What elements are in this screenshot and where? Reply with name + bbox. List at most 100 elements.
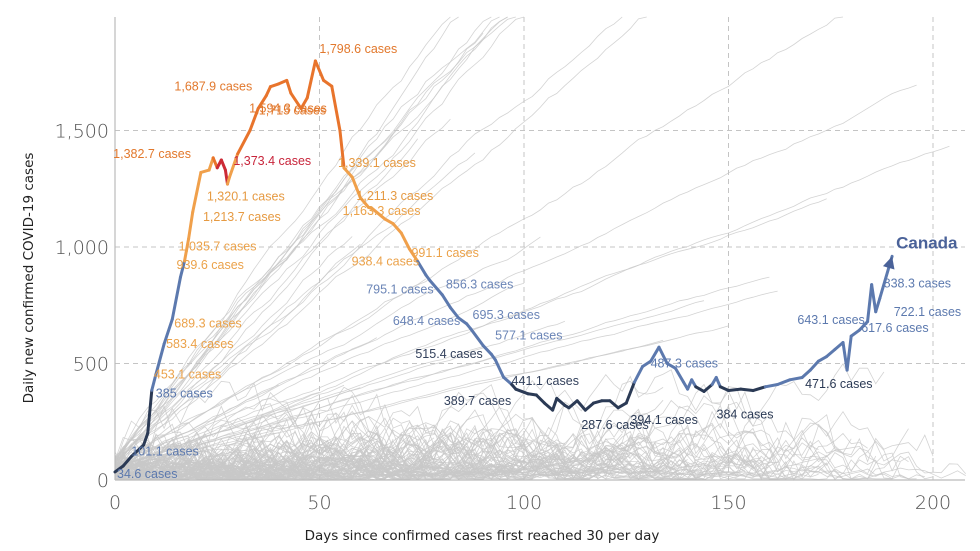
canada-line-segment [121, 454, 133, 468]
data-annotation: 487.3 cases [651, 356, 718, 370]
canada-line-segment [514, 387, 530, 396]
background-country-line [114, 466, 369, 481]
background-country-line [114, 16, 492, 458]
gridlines [115, 17, 965, 480]
annotations: 34.6 cases 101.1 cases 385 cases 453.1 case… [113, 42, 961, 481]
canada-line-segment [457, 316, 469, 326]
canada-line-segment [342, 166, 354, 179]
background-country-line [114, 276, 770, 471]
canada-line-segment [555, 396, 567, 407]
background-country-line [114, 337, 378, 468]
canada-line-segment [113, 464, 125, 474]
canada-line-segment [313, 59, 326, 82]
data-annotation: 515.4 cases [415, 347, 482, 361]
canada-line-segment [542, 401, 555, 412]
canada-line-segment [248, 107, 260, 132]
background-country-line [114, 432, 868, 480]
x-tick-label: 50 [307, 492, 331, 514]
data-annotation: 939.6 cases [177, 258, 244, 272]
canada-line-segment [154, 342, 166, 376]
canada-line-segment [162, 317, 174, 346]
canada-line-segment [739, 387, 755, 393]
x-tick-label: 100 [506, 492, 542, 514]
canada-line-segment [833, 341, 845, 352]
canada-line-segment [236, 129, 252, 156]
canada-line-segment [416, 259, 428, 277]
canada-line-segment [350, 175, 362, 200]
background-country-line [114, 320, 566, 472]
background-country-line [114, 442, 533, 481]
canada-line-segment [870, 283, 878, 314]
canada-line-segment [228, 152, 240, 179]
canada-arrowhead [882, 256, 895, 270]
canada-line-segment [641, 359, 653, 368]
canada-line-segment [608, 399, 620, 410]
canada-line-segment [751, 385, 767, 393]
canada-line-segment [191, 170, 203, 214]
canada-line-segment [808, 359, 820, 372]
data-annotation: 441.1 cases [512, 374, 579, 388]
canada-line-segment [142, 431, 150, 447]
canada-line-segment [857, 320, 870, 332]
background-country-line [114, 386, 909, 481]
canada-line-segment [285, 78, 293, 95]
background-country-line [114, 384, 345, 469]
background-country-line [114, 278, 427, 468]
canada-line-segment [256, 94, 268, 111]
canada-line-segment [178, 259, 187, 279]
data-annotation: 471.6 cases [805, 377, 872, 391]
canada-line-segment [289, 91, 303, 111]
data-annotation: 856.3 cases [446, 277, 513, 291]
canada-line-segment [170, 275, 182, 321]
canada-line-segment [440, 293, 452, 310]
background-country-line [114, 198, 827, 469]
data-annotation: 1,163.3 cases [343, 204, 421, 218]
y-tick-label: 0 [97, 470, 109, 492]
data-annotation: 394.1 cases [630, 413, 697, 427]
canada-line-segment [665, 362, 677, 370]
canada-line-segment [788, 375, 804, 382]
data-annotation: 577.1 cases [495, 329, 562, 343]
data-annotation: 1,035.7 cases [179, 240, 257, 254]
background-country-line [114, 427, 647, 480]
canada-line-segment [428, 278, 444, 297]
canada-line-segment [763, 382, 780, 389]
background-country-line [114, 290, 778, 467]
data-annotation: 695.3 cases [473, 308, 540, 322]
canada-line-segment [849, 328, 861, 338]
canada-line-segment [305, 59, 317, 100]
data-annotation: 385 cases [156, 386, 213, 400]
data-annotation: 583.4 cases [166, 337, 233, 351]
canada-line-segment [874, 296, 882, 314]
canada-line-segment [338, 129, 346, 170]
canada-line-segment [407, 247, 420, 263]
background-country-line [114, 423, 909, 481]
background-country-line [114, 138, 419, 465]
canada-line-segment [469, 327, 485, 348]
canada-line-segment [534, 393, 546, 405]
x-tick-label: 150 [710, 492, 746, 514]
background-country-line [114, 470, 574, 479]
background-country-line [114, 16, 508, 466]
canada-line-segment [551, 396, 559, 412]
background-country-lines [114, 16, 967, 482]
background-country-line [114, 16, 451, 462]
x-tick-label: 200 [915, 492, 951, 514]
data-annotation: 389.7 cases [444, 394, 511, 408]
canada-line-segment [866, 283, 874, 324]
background-country-line [114, 384, 770, 480]
canada-line-segment [583, 401, 596, 412]
background-country-line [114, 32, 484, 460]
canada-line-segment [322, 78, 334, 88]
canada-line-segment [800, 368, 812, 379]
data-annotation: 1,213.7 cases [203, 210, 281, 224]
data-annotation: 617.6 cases [861, 321, 928, 335]
canada-line-segment [299, 96, 309, 111]
data-annotation: 991.1 cases [411, 246, 478, 260]
data-annotation: 838.3 cases [884, 277, 951, 291]
canada-series[interactable]: Canada [113, 59, 958, 474]
background-country-line [114, 460, 925, 480]
canada-line-segment [358, 196, 371, 209]
background-country-line [115, 446, 378, 480]
